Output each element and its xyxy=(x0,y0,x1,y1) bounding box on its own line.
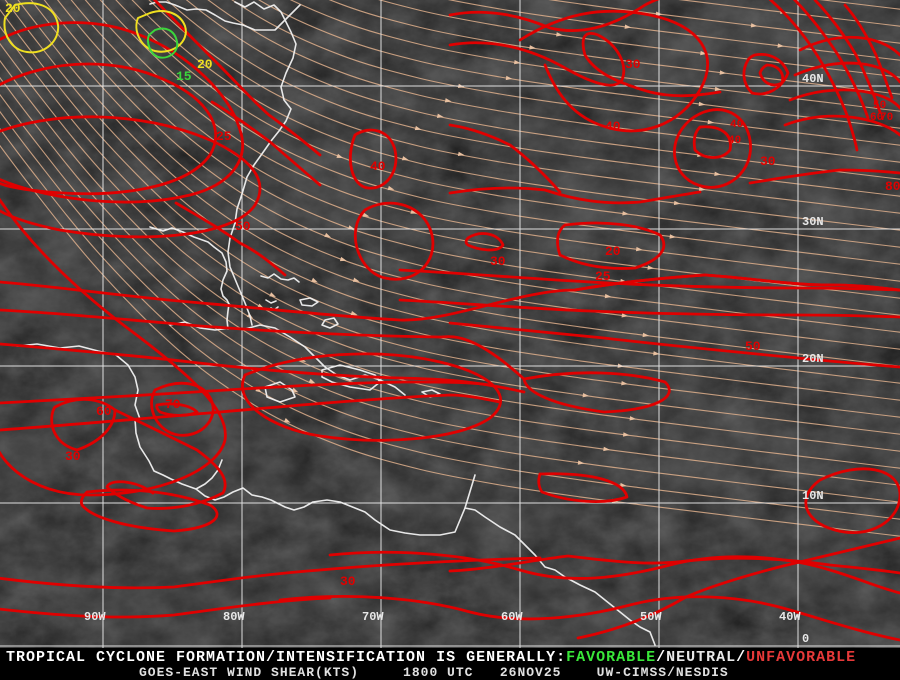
svg-text:70W: 70W xyxy=(362,610,384,624)
svg-text:70: 70 xyxy=(880,112,893,124)
svg-text:25: 25 xyxy=(216,129,232,144)
svg-text:40: 40 xyxy=(370,159,386,174)
svg-text:50: 50 xyxy=(873,100,886,112)
svg-text:60: 60 xyxy=(96,404,112,419)
svg-text:30: 30 xyxy=(625,57,641,72)
svg-text:0: 0 xyxy=(802,632,809,646)
svg-text:40: 40 xyxy=(728,135,741,147)
svg-text:30: 30 xyxy=(340,574,356,589)
svg-text:10N: 10N xyxy=(802,489,824,503)
svg-text:30: 30 xyxy=(490,254,506,269)
svg-text:50: 50 xyxy=(235,219,251,234)
svg-text:20: 20 xyxy=(5,1,21,16)
svg-text:25: 25 xyxy=(595,269,611,284)
svg-text:30: 30 xyxy=(65,449,81,464)
svg-text:40W: 40W xyxy=(779,610,801,624)
svg-text:30N: 30N xyxy=(802,215,824,229)
svg-text:80: 80 xyxy=(885,179,900,194)
svg-text:90W: 90W xyxy=(84,610,106,624)
svg-text:50W: 50W xyxy=(640,610,662,624)
svg-text:15: 15 xyxy=(176,69,192,84)
svg-text:60W: 60W xyxy=(501,610,523,624)
svg-text:20: 20 xyxy=(605,244,621,259)
svg-text:40: 40 xyxy=(605,119,621,134)
svg-text:20N: 20N xyxy=(802,352,824,366)
svg-text:30: 30 xyxy=(760,154,776,169)
svg-text:80W: 80W xyxy=(223,610,245,624)
svg-text:40N: 40N xyxy=(802,72,824,86)
svg-text:40: 40 xyxy=(730,119,743,131)
svg-text:70: 70 xyxy=(165,397,181,412)
svg-text:20: 20 xyxy=(197,57,213,72)
svg-text:50: 50 xyxy=(745,339,761,354)
